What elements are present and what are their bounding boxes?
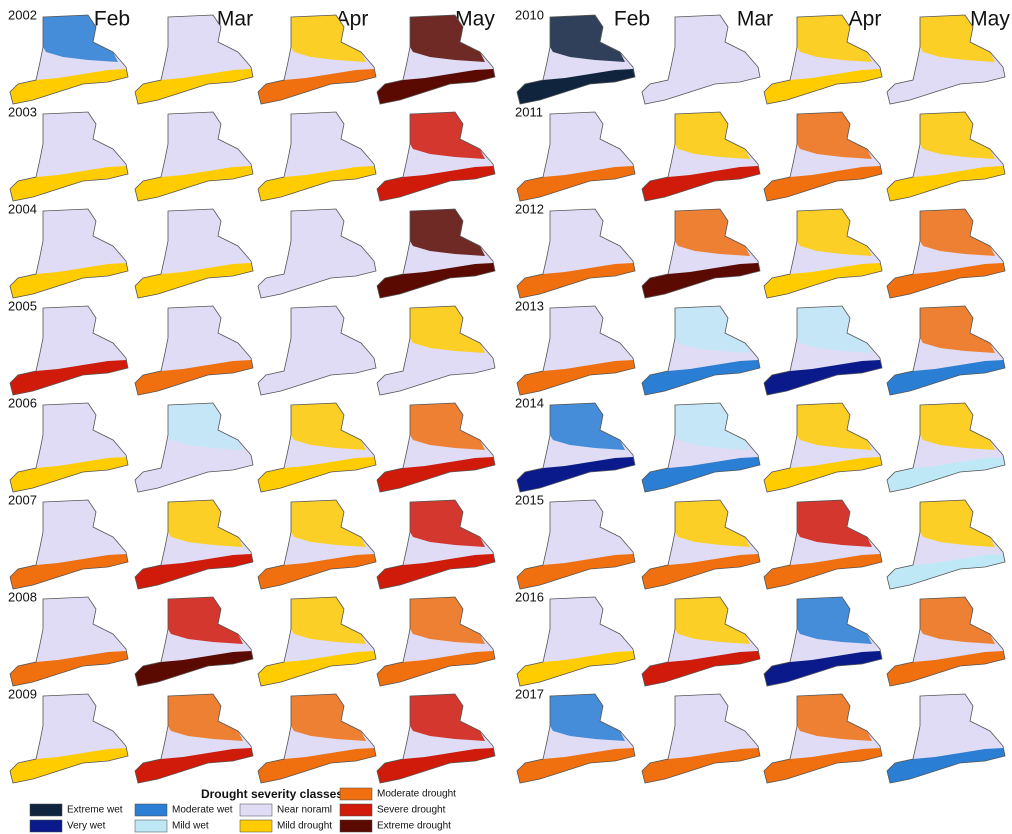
month-label: Feb xyxy=(614,8,650,31)
drought-map xyxy=(377,597,495,686)
month-label: Mar xyxy=(217,8,253,31)
drought-map xyxy=(258,209,376,298)
legend-title: Drought severity classes xyxy=(201,787,343,801)
year-label: 2006 xyxy=(8,395,37,410)
drought-map xyxy=(887,403,1005,492)
drought-map xyxy=(135,403,253,492)
year-label: 2009 xyxy=(8,686,37,701)
drought-map xyxy=(517,306,635,395)
drought-map xyxy=(764,209,882,298)
drought-map xyxy=(377,694,495,783)
month-label: Mar xyxy=(737,8,773,31)
year-label: 2015 xyxy=(515,492,544,507)
drought-map xyxy=(642,112,760,201)
month-label: May xyxy=(970,8,1010,31)
drought-map xyxy=(887,694,1005,783)
drought-map xyxy=(517,500,635,589)
year-label: 2014 xyxy=(515,395,544,410)
drought-map xyxy=(764,597,882,686)
drought-map xyxy=(258,112,376,201)
drought-map xyxy=(764,694,882,783)
drought-map xyxy=(377,403,495,492)
year-label: 2003 xyxy=(8,104,37,119)
year-label: 2004 xyxy=(8,201,37,216)
drought-map xyxy=(887,112,1005,201)
drought-map xyxy=(764,403,882,492)
legend-label: Moderate wet xyxy=(172,805,233,816)
legend-label: Mild drought xyxy=(277,821,332,832)
legend-swatch xyxy=(240,804,272,816)
legend-swatch xyxy=(135,804,167,816)
figure: Drought severity classes Feb Mar Apr May 200… xyxy=(0,0,1012,834)
legend-label: Near noraml xyxy=(277,805,332,816)
drought-map xyxy=(642,500,760,589)
drought-map xyxy=(517,112,635,201)
drought-map xyxy=(10,112,128,201)
drought-map xyxy=(377,112,495,201)
legend-swatch xyxy=(30,820,62,832)
drought-map xyxy=(258,306,376,395)
month-label: Apr xyxy=(849,8,882,31)
legend-label: Very wet xyxy=(67,821,106,832)
year-label: 2016 xyxy=(515,589,544,604)
drought-map xyxy=(10,403,128,492)
drought-map xyxy=(642,694,760,783)
drought-map xyxy=(10,597,128,686)
drought-map xyxy=(517,597,635,686)
drought-map xyxy=(642,209,760,298)
drought-map xyxy=(642,306,760,395)
drought-map xyxy=(377,306,495,395)
drought-map xyxy=(258,597,376,686)
drought-map xyxy=(10,209,128,298)
legend-label: Mild wet xyxy=(172,821,209,832)
drought-map xyxy=(764,500,882,589)
year-label: 2017 xyxy=(515,686,544,701)
year-label: 2002 xyxy=(8,7,37,22)
year-label: 2005 xyxy=(8,298,37,313)
year-label: 2007 xyxy=(8,492,37,507)
drought-map xyxy=(642,403,760,492)
drought-map xyxy=(258,403,376,492)
drought-map xyxy=(764,306,882,395)
legend-swatch xyxy=(340,804,372,816)
drought-map xyxy=(135,112,253,201)
legend-swatch xyxy=(30,804,62,816)
month-label: Feb xyxy=(94,8,130,31)
drought-map xyxy=(517,403,635,492)
legend-label: Extreme wet xyxy=(67,805,123,816)
legend-swatch xyxy=(340,788,372,800)
drought-map xyxy=(377,500,495,589)
drought-map xyxy=(258,500,376,589)
drought-map xyxy=(135,597,253,686)
legend-label: Moderate drought xyxy=(377,789,456,800)
year-label: 2008 xyxy=(8,589,37,604)
drought-map xyxy=(517,209,635,298)
drought-map xyxy=(642,597,760,686)
drought-map xyxy=(517,694,635,783)
legend-label: Severe drought xyxy=(377,805,446,816)
year-label: 2012 xyxy=(515,201,544,216)
drought-map xyxy=(10,500,128,589)
legend-swatch xyxy=(340,820,372,832)
drought-map xyxy=(135,209,253,298)
legend-label: Extreme drought xyxy=(377,821,451,832)
drought-map xyxy=(135,306,253,395)
year-label: 2013 xyxy=(515,298,544,313)
drought-map xyxy=(10,694,128,783)
drought-map xyxy=(887,209,1005,298)
drought-map xyxy=(135,500,253,589)
drought-map xyxy=(10,306,128,395)
drought-map xyxy=(377,209,495,298)
drought-map xyxy=(764,112,882,201)
drought-map xyxy=(135,694,253,783)
drought-map xyxy=(887,306,1005,395)
legend-swatch xyxy=(240,820,272,832)
year-label: 2011 xyxy=(515,104,543,119)
drought-map xyxy=(887,500,1005,589)
legend-swatch xyxy=(135,820,167,832)
year-label: 2010 xyxy=(515,7,544,22)
drought-map xyxy=(887,597,1005,686)
drought-map xyxy=(258,694,376,783)
